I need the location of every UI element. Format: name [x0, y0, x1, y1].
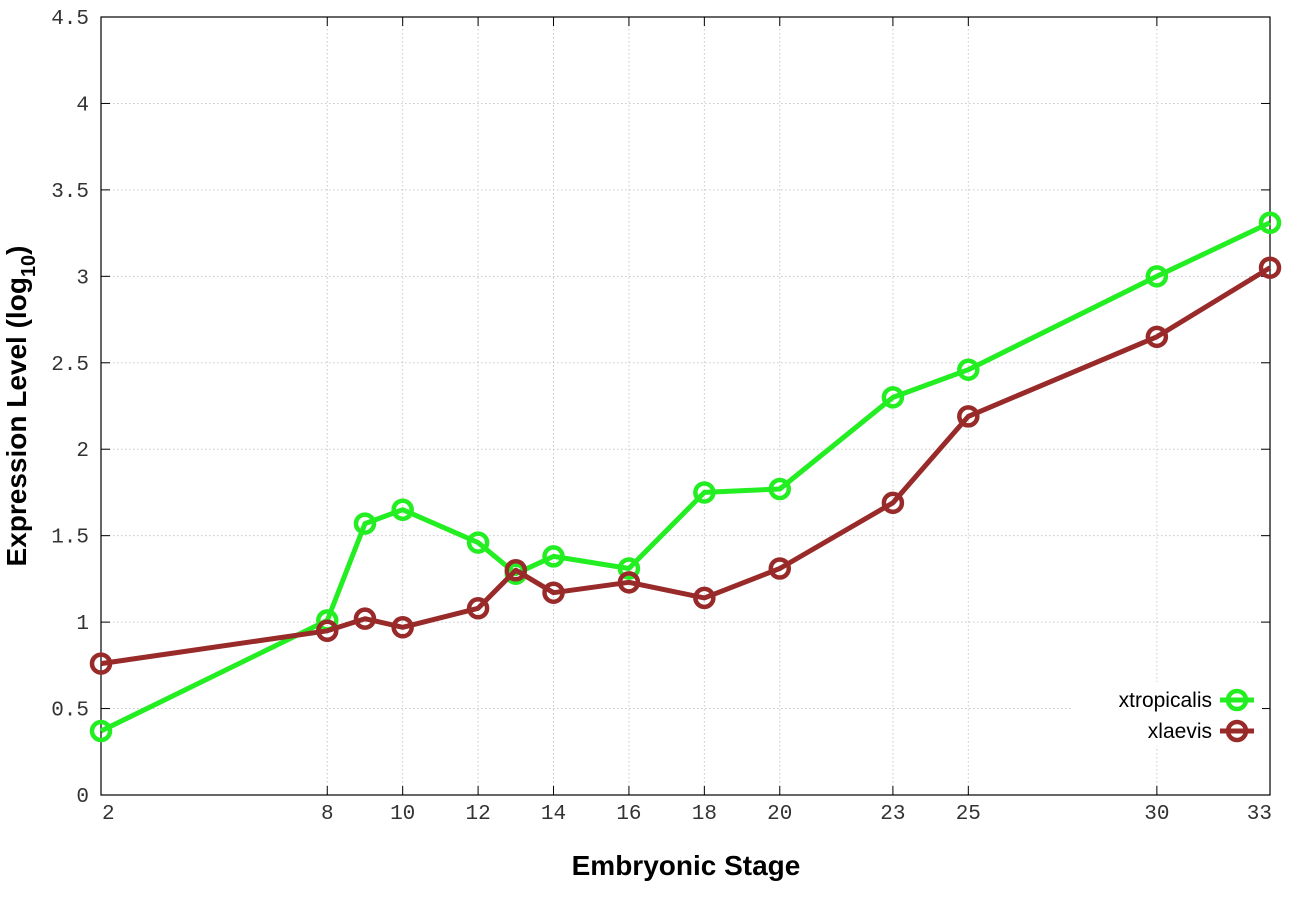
data-point: [466, 531, 490, 554]
y-tick-label: 2.5: [51, 354, 89, 377]
x-tick-label: 2: [102, 803, 115, 826]
x-tick-label: 20: [767, 803, 792, 826]
legend-swatch-marker: [1225, 688, 1249, 712]
x-tick-label: 8: [321, 803, 334, 826]
data-point: [768, 477, 792, 501]
series-xlaevis: [89, 256, 1282, 675]
y-tick-label: 1.5: [51, 527, 89, 550]
axis-ticks: 0 0.5 1 1.5 2 2.5 3 3.5 4 4.5 2 8 10 12 14 16 18 20 23 25 30…: [51, 8, 1272, 826]
data-point: [353, 512, 377, 535]
data-point: [316, 619, 339, 643]
x-tick-label: 33: [1247, 803, 1272, 826]
y-tick-label: 2: [76, 440, 89, 463]
series-line: [100, 265, 1272, 667]
x-axis-title: Embryonic Stage: [572, 850, 801, 881]
legend: xtropicalis xlaevis: [1072, 682, 1262, 746]
y-tick-label: 3.5: [51, 181, 89, 204]
data-point: [466, 597, 490, 620]
data-point: [768, 557, 792, 580]
y-tick-label: 0: [76, 786, 89, 809]
data-point: [353, 607, 377, 630]
data-point: [1145, 325, 1169, 349]
legend-swatch-marker: [1225, 719, 1249, 743]
y-tick-label: 0.5: [51, 700, 89, 723]
data-point: [542, 545, 565, 568]
data-point: [504, 558, 528, 582]
series-line: [99, 220, 1272, 734]
data-point: [391, 498, 414, 521]
series-layer: [89, 211, 1282, 743]
x-tick-label: 18: [692, 803, 717, 826]
data-point: [693, 481, 716, 504]
y-tick-label: 3: [76, 267, 89, 290]
data-point: [693, 586, 716, 610]
data-point: [1258, 256, 1282, 279]
data-point: [881, 386, 905, 409]
y-tick-label: 1: [76, 613, 89, 636]
gridlines: [101, 17, 1270, 795]
data-point: [957, 405, 980, 428]
plot-area-border: [100, 16, 1271, 796]
data-point: [542, 581, 565, 604]
data-point: [881, 491, 905, 515]
legend-label: xlaevis: [1148, 720, 1212, 743]
legend-label: xtropicalis: [1119, 689, 1212, 712]
x-tick-label: 12: [465, 803, 490, 826]
y-tick-label: 4.5: [51, 8, 89, 31]
x-tick-label: 16: [616, 803, 641, 826]
x-tick-label: 10: [390, 803, 415, 826]
data-point: [1258, 211, 1282, 234]
y-tick-label: 4: [76, 94, 89, 117]
y-axis-title-subscript: 10: [18, 255, 40, 277]
data-point: [617, 571, 641, 594]
x-tick-label: 23: [880, 803, 905, 826]
y-axis-title: Expression Level (log10): [1, 246, 40, 567]
series-xtropicalis: [89, 211, 1282, 743]
data-point: [957, 358, 980, 381]
data-point: [1145, 265, 1169, 288]
data-point: [89, 652, 113, 675]
x-tick-label: 14: [541, 803, 566, 826]
x-tick-label: 30: [1144, 803, 1169, 826]
y-axis-title-close: ): [1, 246, 32, 255]
data-point: [391, 616, 414, 639]
x-tick-label: 25: [956, 803, 981, 826]
data-point: [617, 557, 641, 580]
y-axis-title-main: Expression Level (log: [1, 277, 32, 566]
data-point: [89, 719, 113, 743]
